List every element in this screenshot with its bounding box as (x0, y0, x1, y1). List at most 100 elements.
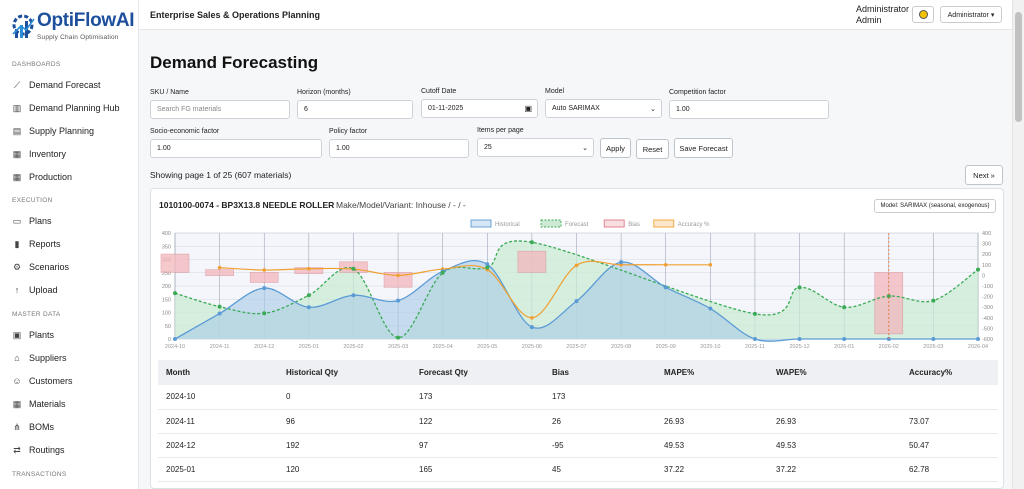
nav-label: Production (29, 172, 73, 182)
legend-swatch (470, 219, 492, 228)
forecast-point (396, 335, 401, 340)
x-tick-label: 2026-02 (879, 344, 899, 350)
nav-materials[interactable]: ▦ Materials (12, 396, 66, 412)
items-per-page-select[interactable]: 25 ⌄ (477, 138, 594, 157)
historical-point (931, 337, 936, 341)
table-cell: 192 (278, 433, 411, 458)
nav-label: Inventory (29, 149, 67, 159)
table-cell: -95 (544, 433, 656, 458)
apply-button[interactable]: Apply (600, 138, 631, 158)
competition-input[interactable]: 1.00 (669, 100, 829, 119)
role-dropdown[interactable]: Administrator ▾ (940, 6, 1002, 23)
nav-label: Materials (29, 399, 66, 409)
nav-label: Plans (29, 216, 52, 226)
nav-routings[interactable]: ⇄ Routings (12, 442, 64, 458)
x-tick-label: 2025-04 (433, 344, 453, 350)
y-left-tick-label: 0 (168, 337, 171, 343)
model-select[interactable]: Auto SARIMAX ⌄ (545, 99, 662, 118)
table-cell: 37.22 (656, 457, 768, 482)
forecast-point (797, 285, 802, 290)
nav-inventory[interactable]: ▦ Inventory (12, 146, 66, 162)
table-cell: 62.78 (901, 457, 998, 482)
accuracy-point (307, 266, 311, 271)
save-forecast-button[interactable]: Save Forecast (674, 138, 733, 158)
y-right-tick-label: 100 (982, 263, 991, 269)
accuracy-point (574, 263, 579, 268)
logo-subtitle: Supply Chain Optimisation (37, 34, 119, 41)
y-left-tick-label: 400 (162, 231, 171, 237)
nav-production[interactable]: ▦ Production (12, 169, 72, 185)
column-header: Bias (544, 360, 656, 385)
x-tick-label: 2025-07 (566, 344, 586, 350)
legend-label: Forecast (565, 222, 589, 228)
y-right-tick-label: 300 (982, 242, 991, 248)
historical-point (752, 337, 757, 341)
table-cell: 2025-01 (158, 457, 278, 482)
y-left-tick-label: 350 (162, 244, 171, 250)
forecast-point (262, 311, 267, 316)
bar-chart-icon: ▮ (14, 238, 20, 249)
reset-button[interactable]: Reset (636, 139, 669, 159)
nav-boms[interactable]: ⋔ BOMs (12, 419, 54, 435)
table-cell: 173 (411, 385, 544, 410)
nav-scenarios[interactable]: ⚙ Scenarios (12, 259, 69, 275)
app-logo[interactable]: OptiFlowAI Supply Chain Optimisation (9, 10, 135, 46)
person-icon: ☺ (12, 376, 22, 386)
nav-reports[interactable]: ▮ Reports (12, 236, 61, 252)
historical-area (175, 260, 978, 342)
forecast-chart[interactable]: 0 50 100 150 200 250 300 350 400 -600 -500 -400 -300… (151, 215, 1005, 355)
app-title: Enterprise Sales & Operations Planning (150, 10, 321, 20)
y-left-tick-label: 50 (165, 324, 171, 330)
legend-swatch (540, 219, 562, 228)
forecast-point (217, 304, 222, 309)
nav-upload[interactable]: ↑ Upload (12, 282, 58, 298)
y-right-tick-label: -600 (982, 337, 993, 343)
x-tick-label: 2025-06 (522, 344, 542, 350)
legend-label: Bias (628, 222, 640, 228)
grid-icon: ▦ (12, 398, 22, 409)
socio-input[interactable]: 1.00 (150, 139, 322, 158)
sku-search-input[interactable]: Search FG materials (150, 100, 290, 119)
policy-input[interactable]: 1.00 (329, 139, 469, 158)
page-scrollbar[interactable] (1012, 0, 1024, 489)
model-label: Model (545, 88, 565, 95)
table-cell: 37.22 (768, 457, 901, 482)
y-left-tick-label: 200 (162, 284, 171, 290)
historical-point (306, 305, 311, 310)
historical-point (663, 285, 668, 290)
cutoff-date-input[interactable]: 01-11-2025 ▣ (421, 99, 538, 118)
y-right-tick-label: 400 (982, 231, 991, 237)
nav-plans[interactable]: ▭ Plans (12, 213, 52, 229)
table-cell (656, 385, 768, 410)
forecast-table: Month Historical Qty Forecast Qty Bias MAPE%… (158, 360, 998, 482)
forecast-point (931, 298, 936, 303)
nav-supply-planning[interactable]: ▤ Supply Planning (12, 123, 94, 139)
forecast-point (440, 270, 445, 275)
nav-suppliers[interactable]: ⌂ Suppliers (12, 350, 66, 366)
historical-point (842, 337, 847, 341)
historical-point (574, 299, 579, 304)
theme-toggle-button[interactable] (912, 6, 934, 23)
scrollbar-thumb[interactable] (1015, 12, 1022, 122)
x-tick-label: 2025-11 (745, 344, 765, 350)
chevron-down-icon: ⌄ (650, 105, 656, 113)
nav-demand-forecast[interactable]: ⟋ Demand Forecast (12, 77, 101, 93)
document-icon: ▭ (12, 215, 22, 226)
x-tick-label: 2026-01 (834, 344, 854, 350)
next-page-button[interactable]: Next » (965, 165, 1003, 185)
column-header: Historical Qty (278, 360, 411, 385)
building-icon: ▣ (12, 329, 22, 340)
x-tick-label: 2026-04 (968, 344, 988, 350)
horizon-input[interactable]: 6 (297, 100, 413, 119)
forecast-point (529, 240, 534, 245)
table-row: 2025-01 120 165 45 37.22 37.22 62.78 (158, 457, 998, 482)
sidebar: OptiFlowAI Supply Chain Optimisation DAS… (0, 0, 139, 489)
bias-bar (249, 272, 279, 283)
table-row: 2024-10 0 173 173 (158, 385, 998, 410)
nav-customers[interactable]: ☺ Customers (12, 373, 72, 389)
pagination-status: Showing page 1 of 25 (607 materials) (150, 170, 292, 180)
nav-demand-planning-hub[interactable]: ▥ Demand Planning Hub (12, 100, 120, 116)
table-cell: 2024-10 (158, 385, 278, 410)
table-body: 2024-10 0 173 173 2024-11 96 122 26 26.93 26.93 73… (158, 385, 998, 482)
nav-plants[interactable]: ▣ Plants (12, 327, 54, 343)
